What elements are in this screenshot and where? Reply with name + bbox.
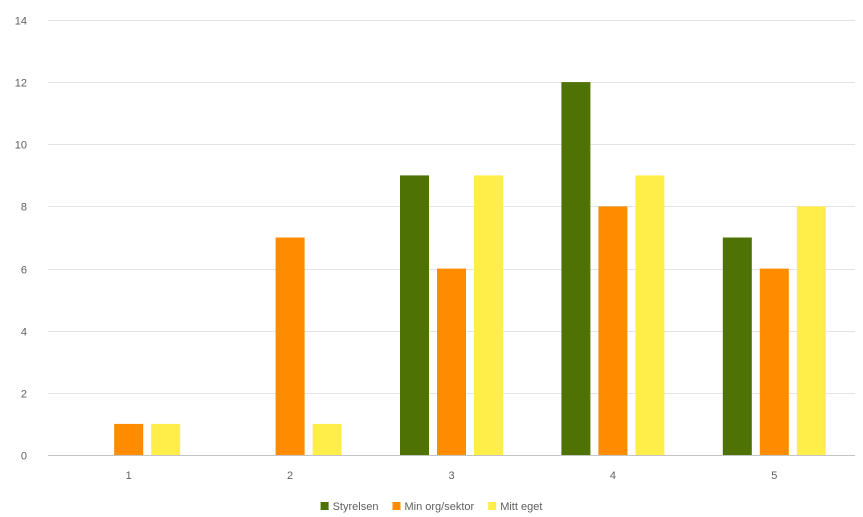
bar-min-org-sektor-cat-1 bbox=[114, 423, 144, 455]
legend-label: Styrelsen bbox=[333, 501, 379, 513]
x-axis-ticks: 1 2 3 4 5 bbox=[126, 470, 778, 482]
bar-min-org-sektor-cat-5 bbox=[759, 268, 789, 455]
bar-mitt-eget-cat-4 bbox=[635, 175, 665, 455]
bar-min-org-sektor-cat-4 bbox=[598, 206, 628, 455]
legend: Styrelsen Min org/sektor Mitt eget bbox=[320, 501, 542, 513]
legend-swatch bbox=[488, 502, 497, 510]
x-tick-label: 1 bbox=[126, 470, 132, 482]
legend-swatch bbox=[392, 502, 401, 510]
y-tick-label: 6 bbox=[21, 265, 27, 277]
legend-label: Min org/sektor bbox=[405, 501, 475, 513]
bar-mitt-eget-cat-2 bbox=[312, 423, 342, 455]
bar-styrelsen-cat-5 bbox=[722, 237, 752, 455]
bars bbox=[114, 82, 826, 455]
y-tick-label: 10 bbox=[15, 140, 27, 152]
y-tick-label: 8 bbox=[21, 202, 27, 214]
x-tick-label: 4 bbox=[610, 470, 616, 482]
bar-min-org-sektor-cat-3 bbox=[437, 268, 466, 455]
y-axis-ticks: 0 2 4 6 8 10 12 14 bbox=[15, 16, 27, 463]
x-tick-label: 5 bbox=[771, 470, 777, 482]
bar-min-org-sektor-cat-2 bbox=[275, 237, 305, 455]
legend-item-styrelsen: Styrelsen bbox=[320, 501, 379, 513]
bar-styrelsen-cat-3 bbox=[400, 175, 429, 455]
y-tick-label: 4 bbox=[21, 327, 27, 339]
bar-styrelsen-cat-4 bbox=[561, 82, 591, 455]
y-tick-label: 12 bbox=[15, 78, 27, 90]
y-tick-label: 2 bbox=[21, 389, 27, 401]
bar-mitt-eget-cat-5 bbox=[796, 206, 826, 455]
bar-mitt-eget-cat-1 bbox=[151, 423, 181, 455]
y-tick-label: 14 bbox=[15, 16, 27, 28]
y-tick-label: 0 bbox=[21, 451, 27, 463]
x-tick-label: 2 bbox=[287, 470, 293, 482]
legend-item-mitt-eget: Mitt eget bbox=[488, 501, 542, 513]
legend-item-min-org-sektor: Min org/sektor bbox=[392, 501, 475, 513]
legend-swatch bbox=[320, 502, 329, 510]
bar-mitt-eget-cat-3 bbox=[474, 175, 503, 455]
x-tick-label: 3 bbox=[448, 470, 454, 482]
legend-label: Mitt eget bbox=[500, 501, 542, 513]
